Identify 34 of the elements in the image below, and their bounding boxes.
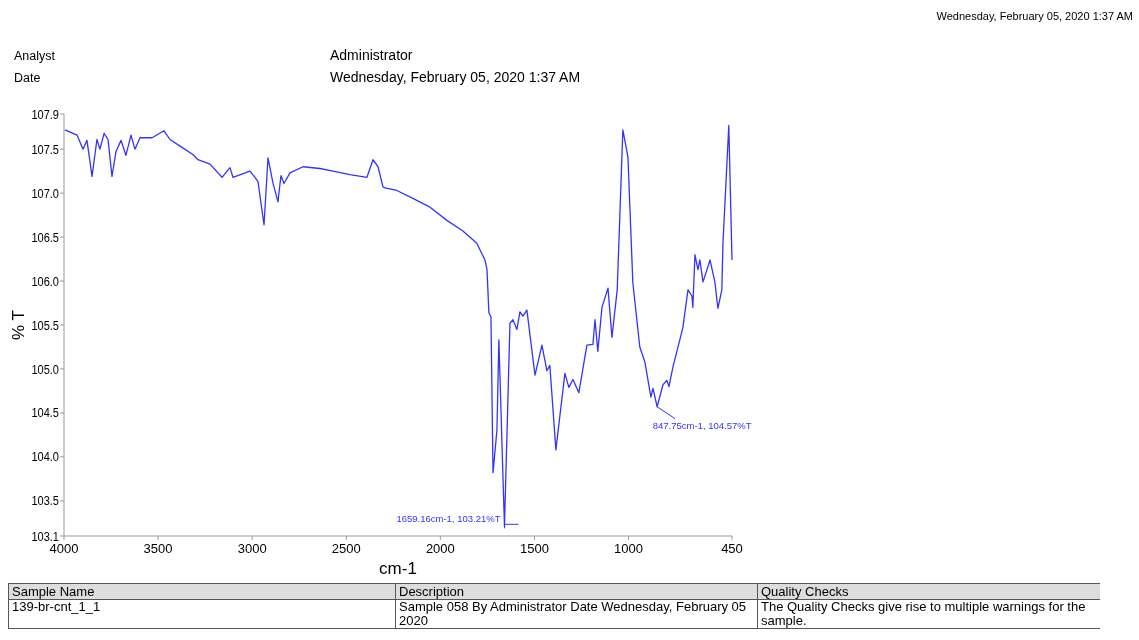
x-tick-label: 4000	[49, 541, 79, 556]
y-tick-label: 106.5	[31, 229, 60, 245]
y-tick-label: 107.5	[31, 141, 60, 157]
y-tick-label: 104.5	[31, 405, 60, 421]
y-tick-label: 107.9	[31, 106, 60, 122]
x-tick-label: 450	[721, 541, 743, 556]
y-tick-label: 105.5	[31, 317, 60, 333]
text: Quality Checks	[760, 583, 850, 600]
y-tick-label: 103.1	[31, 528, 60, 544]
text: Description	[395, 583, 758, 600]
y-tick-label: 103.5	[31, 493, 60, 509]
x-tick-label: 1500	[519, 541, 549, 556]
text: Date	[14, 71, 41, 85]
text: Wednesday, February 05, 2020 1:37 AM	[936, 10, 1133, 22]
y-tick-label: 107.0	[31, 185, 60, 201]
text: Administrator	[330, 47, 413, 63]
annotation: 847.75cm-1, 104.57%T	[652, 419, 752, 431]
text: Sample 058 By Administrator Date Wednesday, February 05 2020	[395, 599, 758, 629]
y-tick-label: 105.0	[31, 361, 60, 377]
y-axis-title: % T	[9, 310, 28, 340]
y-tick-label: 106.0	[31, 273, 60, 289]
x-tick-label: 3000	[237, 541, 267, 556]
text: Wednesday, February 05, 2020 1:37 AM	[330, 69, 581, 85]
x-axis-title: cm-1	[379, 559, 417, 578]
x-tick-label: 2000	[425, 541, 455, 556]
text: Analyst	[14, 49, 56, 63]
y-tick-label: 104.0	[31, 449, 60, 465]
x-tick-label: 2500	[331, 541, 361, 556]
annotation: 1659.16cm-1, 103.21%T	[396, 513, 501, 525]
x-tick-label: 3500	[143, 541, 173, 556]
text: The Quality Checks give rise to multiple warnings for the sample.	[760, 599, 1087, 629]
x-tick-label: 1000	[614, 541, 643, 556]
text: 139-br-cnt_1_1	[8, 599, 396, 629]
text: Sample Name	[8, 583, 396, 600]
